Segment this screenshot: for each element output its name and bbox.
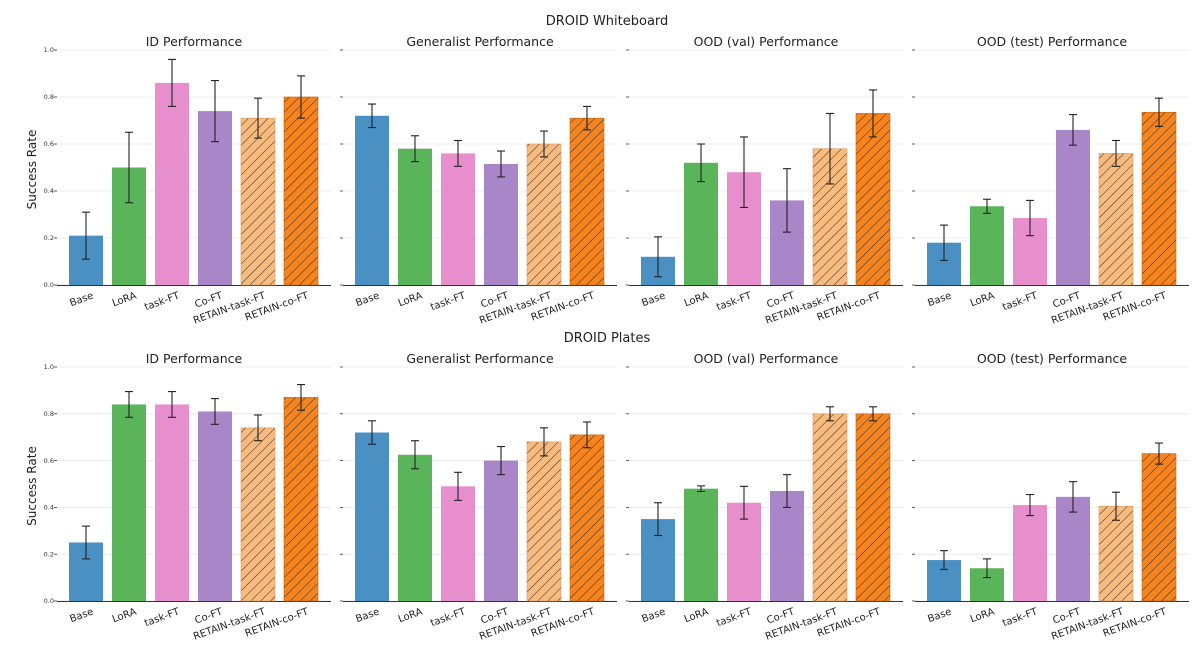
x-tick-label-lora: LoRA xyxy=(969,290,996,309)
x-tick-label-lora: LoRA xyxy=(397,290,424,309)
bar-hatch-retain-task-ft xyxy=(240,427,276,602)
bar-base xyxy=(355,432,389,601)
bar-co-ft xyxy=(198,411,232,601)
y-tick-label: 0.8 xyxy=(44,410,54,418)
bar-hatch-retain-task-ft xyxy=(1098,153,1134,286)
x-tick-label-base: Base xyxy=(68,606,95,625)
bar-co-ft xyxy=(484,163,518,285)
bar-lora xyxy=(398,454,432,601)
x-tick-label-task-ft: task-FT xyxy=(1001,290,1040,313)
panel-title: ID Performance xyxy=(146,351,243,366)
panel-title: OOD (test) Performance xyxy=(977,351,1128,366)
bar-hatch-retain-co-ft xyxy=(855,113,891,286)
x-tick-label-lora: LoRA xyxy=(683,606,710,625)
x-tick-label-lora: LoRA xyxy=(683,290,710,309)
x-tick-label-lora: LoRA xyxy=(111,606,138,625)
panel-title: Generalist Performance xyxy=(406,34,554,49)
y-tick-label: 0.0 xyxy=(44,281,54,289)
x-tick-label-task-ft: task-FT xyxy=(143,606,182,629)
y-axis-label: Success Rate xyxy=(25,446,39,526)
bar-task-ft xyxy=(155,82,189,286)
panel-plates-1: 0.0 0.2 0.4 0.6 0.8 1.0 ID Performance Success … xyxy=(25,351,331,643)
x-tick-label-lora: LoRA xyxy=(111,290,138,309)
bar-hatch-retain-task-ft xyxy=(240,117,276,286)
bar-hatch-retain-co-ft xyxy=(283,397,319,602)
bar-task-ft xyxy=(155,404,189,601)
row-title-whiteboard: DROID Whiteboard xyxy=(546,14,669,29)
x-tick-label-task-ft: task-FT xyxy=(1001,606,1040,629)
y-axis-label: Success Rate xyxy=(25,130,39,210)
y-tick-label: 1.0 xyxy=(44,46,54,54)
y-tick-label: 0.6 xyxy=(44,457,54,465)
x-tick-label-task-ft: task-FT xyxy=(715,290,754,313)
row-title-plates: DROID Plates xyxy=(564,331,651,346)
bar-hatch-retain-co-ft xyxy=(569,434,605,602)
x-tick-label-base: Base xyxy=(354,606,381,625)
bar-lora xyxy=(398,148,432,285)
bar-lora xyxy=(970,206,1004,285)
x-tick-label-base: Base xyxy=(926,606,953,625)
bar-hatch-retain-task-ft xyxy=(526,441,562,602)
y-tick-label: 0.4 xyxy=(44,504,54,512)
bar-task-ft xyxy=(441,153,475,285)
y-tick-label: 1.0 xyxy=(44,363,54,371)
x-tick-label-base: Base xyxy=(640,290,667,309)
panel-title: Generalist Performance xyxy=(406,351,554,366)
bar-hatch-retain-task-ft xyxy=(526,143,562,286)
bar-co-ft xyxy=(484,460,518,601)
x-tick-label-base: Base xyxy=(354,290,381,309)
y-tick-label: 0.8 xyxy=(44,93,54,101)
x-tick-label-task-ft: task-FT xyxy=(715,606,754,629)
y-tick-label: 0.0 xyxy=(44,597,54,605)
bar-hatch-retain-task-ft xyxy=(1098,505,1134,602)
x-tick-label-task-ft: task-FT xyxy=(143,290,182,313)
x-tick-label-lora: LoRA xyxy=(969,606,996,625)
bar-hatch-retain-co-ft xyxy=(855,413,891,602)
x-tick-label-base: Base xyxy=(640,606,667,625)
bar-base xyxy=(355,115,389,285)
bar-co-ft xyxy=(1056,496,1090,601)
bar-hatch-retain-task-ft xyxy=(812,413,848,602)
x-tick-label-base: Base xyxy=(68,290,95,309)
x-tick-label-task-ft: task-FT xyxy=(429,606,468,629)
panel-title: OOD (val) Performance xyxy=(694,34,839,49)
x-tick-label-task-ft: task-FT xyxy=(429,290,468,313)
bar-co-ft xyxy=(770,491,804,601)
bar-hatch-retain-co-ft xyxy=(283,96,319,286)
bar-hatch-retain-co-ft xyxy=(1141,111,1177,286)
y-tick-label: 0.6 xyxy=(44,140,54,148)
bar-co-ft xyxy=(1056,129,1090,285)
panel-title: OOD (test) Performance xyxy=(977,34,1128,49)
bar-task-ft xyxy=(1013,505,1047,601)
bar-lora xyxy=(112,404,146,601)
panel-whiteboard-1: 0.0 0.2 0.4 0.6 0.8 1.0 ID Performance Success … xyxy=(25,34,331,327)
bar-lora xyxy=(684,488,718,601)
panel-title: ID Performance xyxy=(146,34,243,49)
y-tick-label: 0.2 xyxy=(44,550,54,558)
x-tick-label-lora: LoRA xyxy=(397,606,424,625)
bar-hatch-retain-co-ft xyxy=(569,117,605,286)
y-tick-label: 0.4 xyxy=(44,187,54,195)
panel-title: OOD (val) Performance xyxy=(694,351,839,366)
bar-lora xyxy=(684,162,718,285)
x-tick-label-base: Base xyxy=(926,290,953,309)
bar-hatch-retain-co-ft xyxy=(1141,453,1177,602)
y-tick-label: 0.2 xyxy=(44,234,54,242)
bar-task-ft xyxy=(441,486,475,601)
